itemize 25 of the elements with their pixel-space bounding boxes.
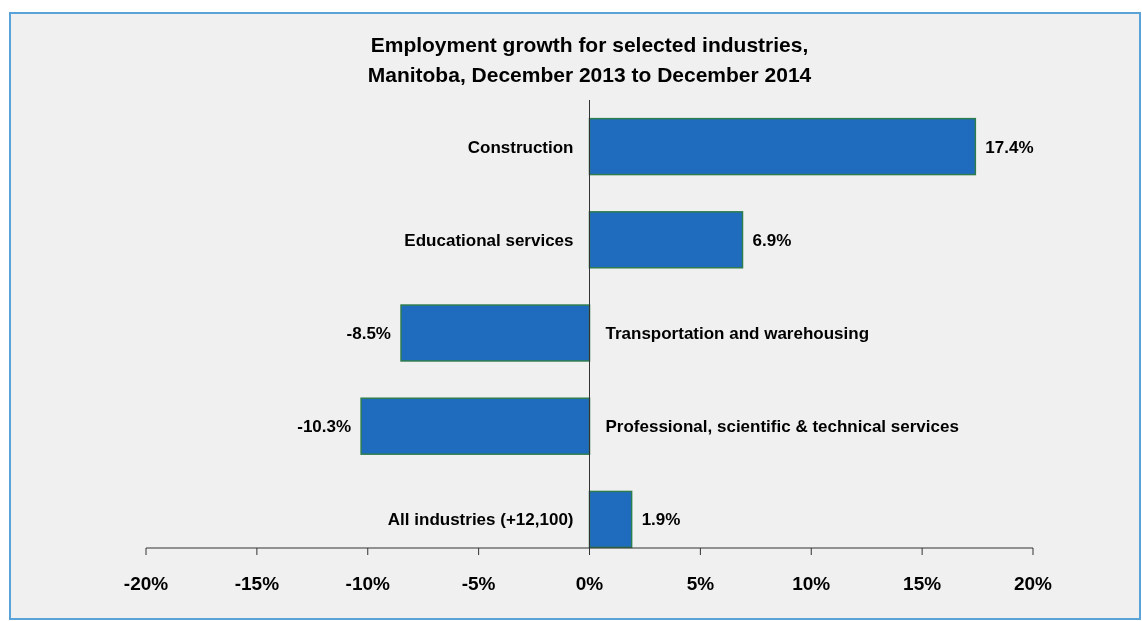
y-tick-label: Educational services xyxy=(404,230,574,250)
x-tick-label: 5% xyxy=(686,573,715,594)
x-tick-label: 15% xyxy=(903,573,942,594)
bar xyxy=(588,490,633,549)
y-tick-label: All industries (+12,100) xyxy=(387,510,574,530)
x-tick-label: 0% xyxy=(575,573,604,594)
x-tick-label: -20% xyxy=(123,573,169,594)
data-label: -8.5% xyxy=(346,323,392,343)
bar xyxy=(360,397,591,455)
x-tick-label: 20% xyxy=(1013,573,1053,594)
x-tick-label: 10% xyxy=(792,573,831,594)
y-tick-label: Professional, scientific & technical services xyxy=(605,417,959,437)
bar xyxy=(588,211,744,269)
bar xyxy=(588,117,977,176)
chart-title: Employment growth for selected industries, Manitoba, December 2013 to December 2014 xyxy=(367,33,812,86)
x-tick-label: -15% xyxy=(234,573,280,594)
data-label: 6.9% xyxy=(752,230,792,250)
x-tick-label: -10% xyxy=(345,573,391,594)
y-tick-label: Transportation and warehousing xyxy=(605,323,870,343)
x-tick-label: -5% xyxy=(461,573,496,594)
bar xyxy=(400,304,591,362)
data-label: -10.3% xyxy=(297,417,352,437)
data-label: 1.9% xyxy=(641,510,681,530)
data-label: 17.4% xyxy=(985,137,1034,157)
y-tick-label: Construction xyxy=(467,137,574,157)
